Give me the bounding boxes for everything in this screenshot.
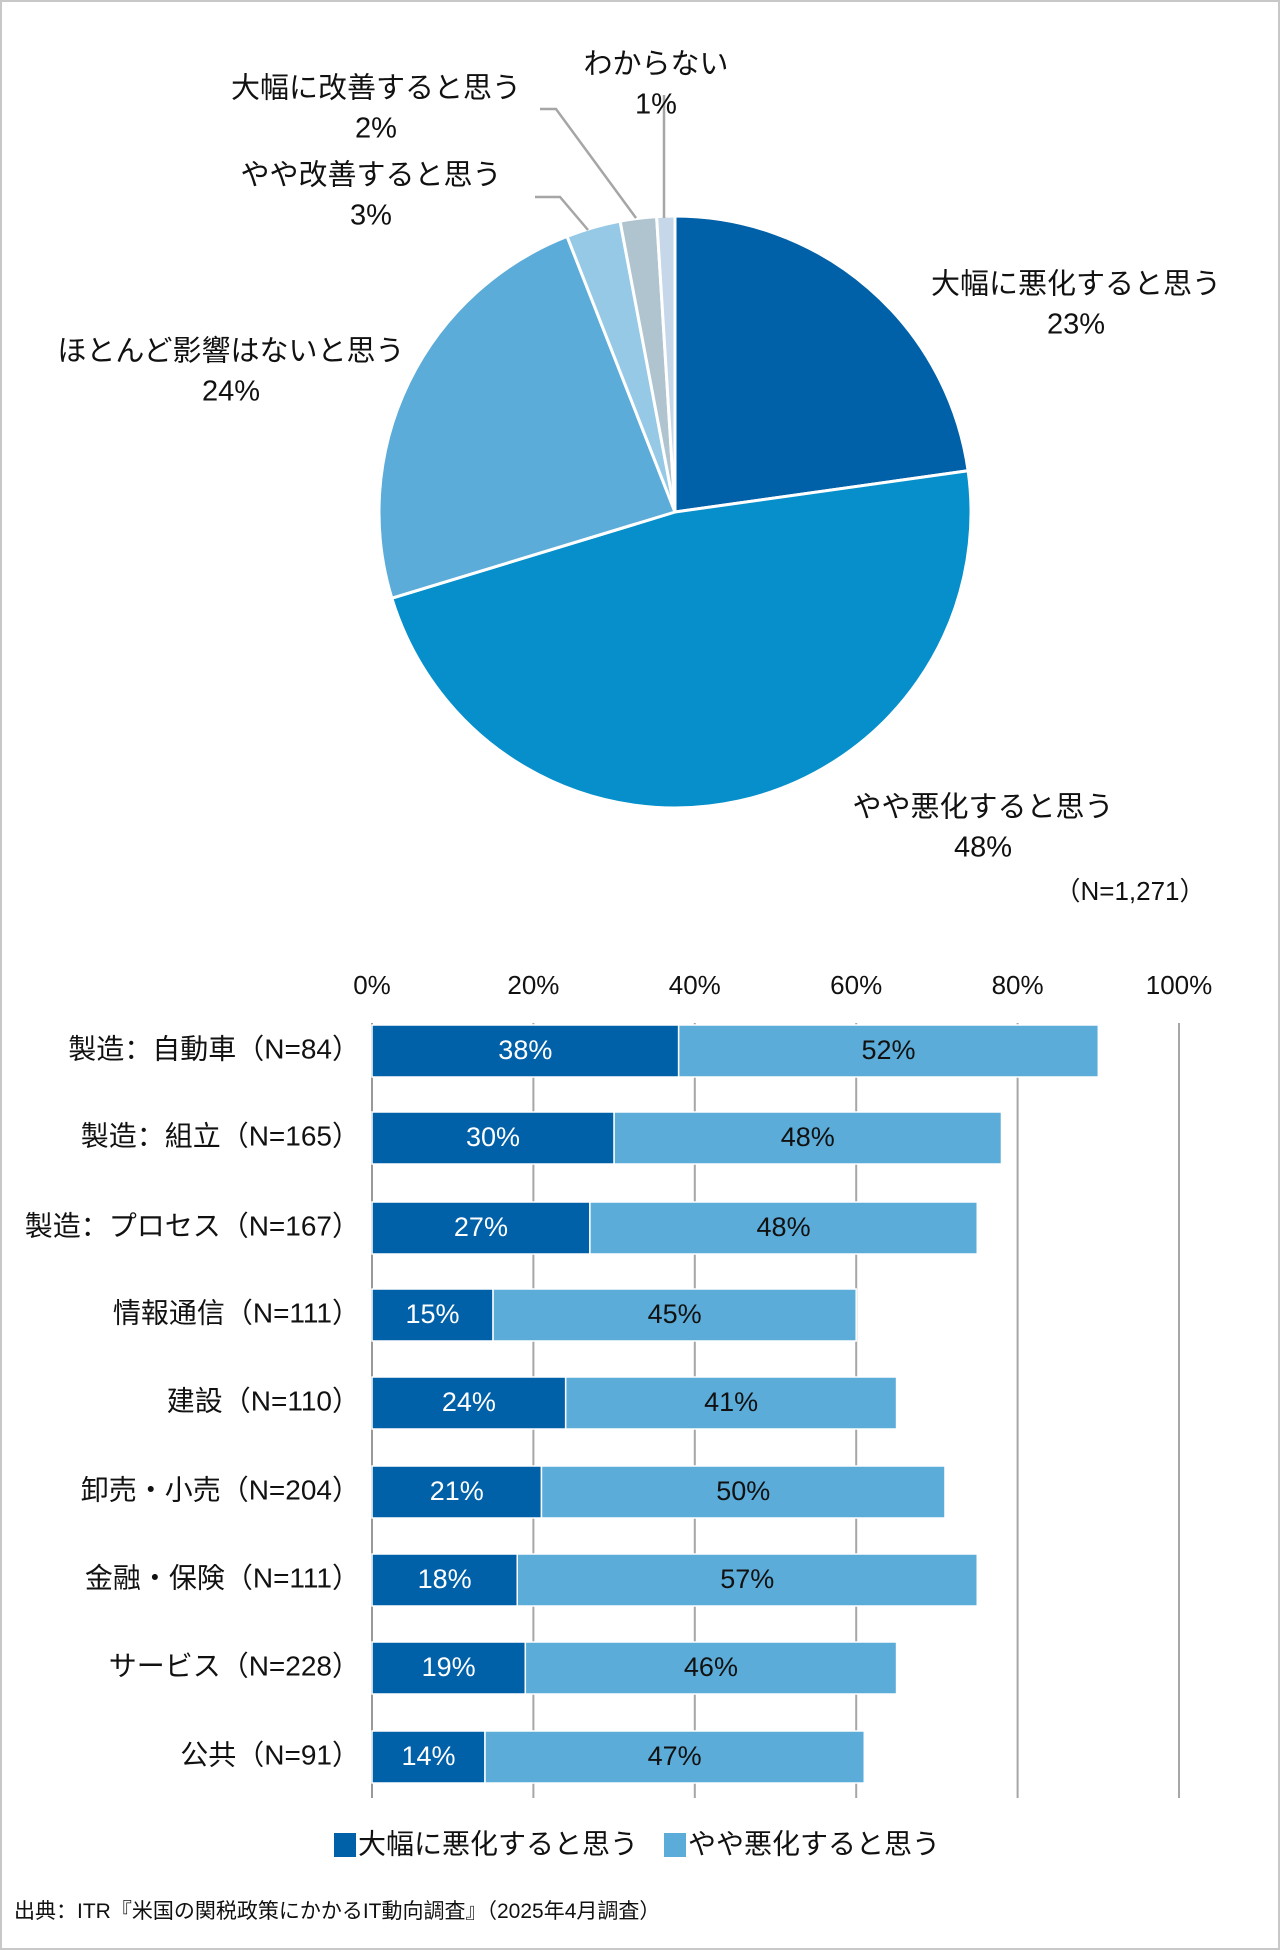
pie-value-label: 48% xyxy=(954,832,1012,864)
pie-label: ほとんど影響はないと思う xyxy=(57,335,404,368)
bar-value-label: 15% xyxy=(406,1299,460,1329)
pie-label: 大幅に悪化すると思う xyxy=(931,268,1221,301)
category-label: 公共（N=91） xyxy=(180,1739,360,1770)
bar-segment xyxy=(371,1465,543,1519)
bar-value-label: 57% xyxy=(720,1564,774,1594)
pie-value-label: 3% xyxy=(350,200,392,232)
source-note: 出典：ITR『米国の関税政策にかかるIT動向調査』（2025年4月調査） xyxy=(14,1900,661,1923)
bar-segment xyxy=(564,1376,898,1430)
bar-segment xyxy=(371,1376,567,1430)
bar-value-label: 38% xyxy=(498,1035,552,1065)
bar-segment xyxy=(677,1024,1100,1078)
pie-label: 大幅に改善すると思う xyxy=(231,72,521,105)
bar-value-label: 18% xyxy=(418,1564,472,1594)
bar-value-label: 47% xyxy=(648,1741,702,1771)
category-label: 情報通信（N=111） xyxy=(113,1297,360,1328)
pie-value-label: 2% xyxy=(355,113,397,145)
pie-slice-5 xyxy=(655,214,677,513)
bar-segment xyxy=(589,1201,978,1255)
bar-value-label: 27% xyxy=(454,1212,508,1242)
pie-value-label: 1% xyxy=(635,89,677,121)
pie-label: わからない xyxy=(583,49,728,81)
pie-label: やや悪化すると思う xyxy=(852,791,1113,824)
x-tick-label: 80% xyxy=(992,970,1044,1000)
bar-segment xyxy=(613,1111,1003,1165)
sample-size-note: （N=1,271） xyxy=(1054,876,1205,906)
bar-segment xyxy=(371,1111,615,1165)
pie-value-label: 24% xyxy=(202,376,260,408)
bar-segment xyxy=(484,1730,866,1784)
bar-value-label: 41% xyxy=(704,1387,758,1417)
bar-value-label: 46% xyxy=(684,1652,738,1682)
x-tick-label: 0% xyxy=(353,970,391,1000)
leader-line xyxy=(540,107,638,219)
bar-value-label: 24% xyxy=(442,1387,496,1417)
x-tick-label: 40% xyxy=(669,970,721,1000)
category-label: 製造：自動車（N=84） xyxy=(68,1033,360,1064)
bar-segment xyxy=(540,1465,946,1519)
bar-value-label: 50% xyxy=(716,1476,770,1506)
category-label: サービス（N=228） xyxy=(109,1650,360,1681)
pie-value-label: 23% xyxy=(1047,309,1105,341)
bar-value-label: 21% xyxy=(430,1476,484,1506)
x-tick-label: 20% xyxy=(507,970,559,1000)
category-label: 卸売・小売（N=204） xyxy=(81,1474,360,1505)
legend-swatch xyxy=(334,1833,356,1857)
bar-value-label: 48% xyxy=(781,1122,835,1152)
bar-segment xyxy=(492,1288,857,1342)
pie-label: やや改善すると思う xyxy=(240,159,501,192)
bar-value-label: 14% xyxy=(401,1741,455,1771)
bar-value-label: 30% xyxy=(466,1122,520,1152)
bar-segment xyxy=(371,1730,486,1784)
bar-segment xyxy=(371,1553,519,1607)
legend-label: やや悪化すると思う xyxy=(688,1828,940,1859)
bar-segment xyxy=(516,1553,978,1607)
bar-segment xyxy=(371,1024,680,1078)
x-tick-label: 100% xyxy=(1146,970,1213,1000)
category-label: 建設（N=110） xyxy=(167,1385,360,1416)
x-tick-label: 60% xyxy=(830,970,882,1000)
leader-line xyxy=(535,195,589,231)
bar-value-label: 48% xyxy=(757,1212,811,1242)
legend-swatch xyxy=(664,1833,686,1857)
bar-value-label: 45% xyxy=(648,1299,702,1329)
category-label: 金融・保険（N=111） xyxy=(85,1562,360,1593)
category-label: 製造：プロセス（N=167） xyxy=(25,1210,360,1241)
category-label: 製造：組立（N=165） xyxy=(81,1120,360,1151)
bar-segment xyxy=(524,1641,898,1695)
legend-label: 大幅に悪化すると思う xyxy=(358,1828,638,1859)
pie-slice-0 xyxy=(673,214,970,514)
bar-value-label: 52% xyxy=(861,1035,915,1065)
bar-value-label: 19% xyxy=(422,1652,476,1682)
